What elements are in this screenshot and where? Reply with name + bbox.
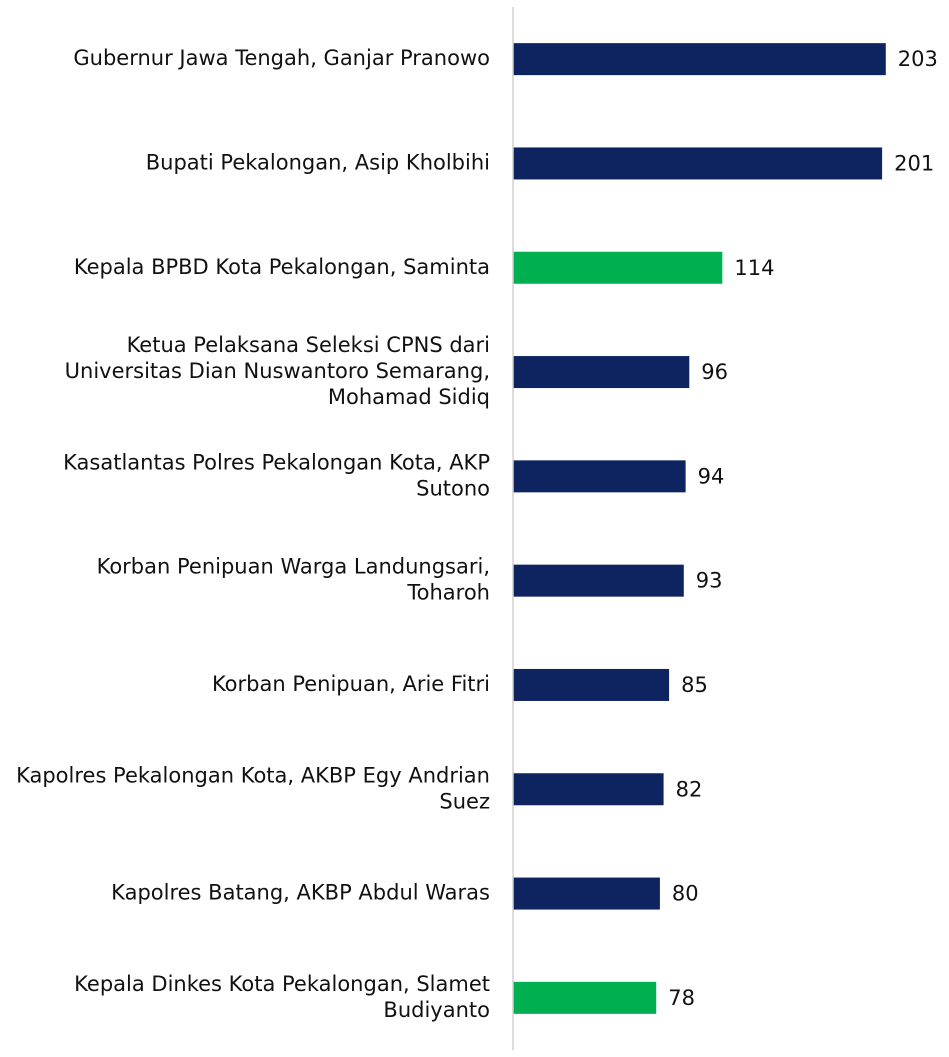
category-label: Kapolres Batang, AKBP Abdul Waras (111, 881, 490, 905)
category-label: Gubernur Jawa Tengah, Ganjar Pranowo (73, 46, 490, 70)
value-label: 93 (696, 569, 723, 593)
bar (513, 564, 684, 597)
value-label: 114 (734, 256, 774, 280)
category-label: Ketua Pelaksana Seleksi CPNS dari Univer… (58, 333, 490, 409)
category-label: Kapolres Pekalongan Kota, AKBP Egy Andri… (16, 763, 490, 813)
bar (513, 251, 723, 284)
value-label: 78 (668, 986, 695, 1010)
category-label: Kepala Dinkes Kota Pekalongan, Slamet Bu… (74, 972, 490, 1022)
bar (513, 147, 883, 180)
category-label: Kasatlantas Polres Pekalongan Kota, AKP … (63, 450, 490, 500)
bar (513, 460, 686, 493)
category-label: Korban Penipuan, Arie Fitri (212, 672, 490, 696)
bar (513, 877, 660, 910)
bar (513, 356, 690, 389)
value-label: 82 (676, 777, 703, 801)
value-label: 80 (672, 882, 699, 906)
category-label: Bupati Pekalongan, Asip Kholbihi (146, 150, 490, 174)
category-label: Kepala BPBD Kota Pekalongan, Saminta (74, 255, 490, 279)
value-label: 96 (701, 360, 728, 384)
bar (513, 668, 670, 701)
value-label: 85 (681, 673, 708, 697)
bar (513, 43, 886, 76)
category-label: Korban Penipuan Warga Landungsari, Tohar… (97, 555, 490, 605)
bar (513, 773, 664, 806)
bar (513, 981, 657, 1014)
value-label: 201 (894, 151, 934, 175)
value-label: 94 (698, 464, 725, 488)
value-label: 203 (898, 47, 938, 71)
